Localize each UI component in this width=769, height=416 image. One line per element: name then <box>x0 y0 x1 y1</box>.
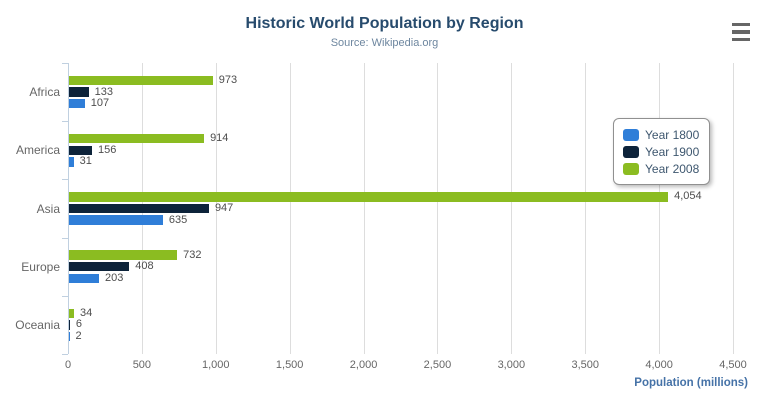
value-label: 133 <box>94 85 113 98</box>
bar-asia-year-1900[interactable] <box>69 203 209 214</box>
legend-item-year-2008[interactable]: Year 2008 <box>623 160 699 177</box>
gridline <box>289 63 291 354</box>
gridline <box>437 63 439 354</box>
bar-asia-year-2008[interactable] <box>69 192 669 202</box>
x-axis-tick-label: 0 <box>64 359 72 371</box>
gridline <box>215 63 217 354</box>
category-axis-tick <box>62 295 68 297</box>
value-label: 31 <box>79 155 92 168</box>
bar-europe-year-1800[interactable] <box>69 273 99 283</box>
x-axis-tick-label: 1,500 <box>275 359 304 371</box>
gridline <box>585 63 587 354</box>
x-axis-tick-label: 4,000 <box>645 359 673 371</box>
legend-swatch <box>623 162 639 175</box>
category-axis-tick <box>62 354 68 355</box>
legend-swatch <box>623 145 639 158</box>
legend-item-year-1800[interactable]: Year 1800 <box>623 126 699 143</box>
bar-oceania-year-1800[interactable] <box>69 331 70 342</box>
value-label: 2 <box>75 330 82 343</box>
gridline <box>659 63 661 354</box>
x-axis-tick-label: 2,000 <box>349 359 378 371</box>
bar-africa-year-1900[interactable] <box>69 87 89 97</box>
category-axis-line <box>68 63 69 354</box>
gridline <box>511 63 513 354</box>
hamburger-bar <box>732 23 750 27</box>
value-label: 6 <box>75 318 82 331</box>
value-label: 203 <box>104 271 124 284</box>
chart-subtitle: Source: Wikipedia.org <box>330 37 439 49</box>
bar-europe-year-2008[interactable] <box>69 250 178 260</box>
x-axis-tick-label: 3,500 <box>571 359 599 371</box>
bar-america-year-1900[interactable] <box>69 145 93 155</box>
bar-oceania-year-2008[interactable] <box>69 308 75 318</box>
bar-asia-year-1800[interactable] <box>69 215 163 225</box>
hamburger-bar <box>732 30 750 34</box>
category-label: Africa <box>29 85 60 100</box>
hamburger-bar <box>732 37 750 41</box>
bar-america-year-2008[interactable] <box>69 134 205 144</box>
value-label: 156 <box>98 143 117 156</box>
x-axis-tick-label: 3,000 <box>497 359 526 371</box>
bar-america-year-1800[interactable] <box>69 157 74 167</box>
legend-label: Year 2008 <box>645 161 700 176</box>
bar-oceania-year-1900[interactable] <box>69 320 70 330</box>
x-axis-title: Population (millions) <box>634 377 748 389</box>
bar-europe-year-1900[interactable] <box>69 262 130 272</box>
category-label: America <box>15 143 60 158</box>
value-label: 34 <box>80 306 93 319</box>
legend-label: Year 1800 <box>645 127 700 142</box>
gridline <box>363 63 365 354</box>
bar-africa-year-2008[interactable] <box>69 75 213 86</box>
x-axis-tick-label: 2,500 <box>423 359 452 371</box>
x-axis-tick-label: 4,500 <box>719 359 747 371</box>
category-axis-tick <box>62 237 68 239</box>
category-axis-tick <box>62 121 68 123</box>
value-label: 4,054 <box>674 190 702 203</box>
category-axis-tick <box>62 179 68 181</box>
value-label: 947 <box>214 202 234 214</box>
bar-africa-year-1800[interactable] <box>69 99 85 109</box>
legend-item-year-1900[interactable]: Year 1900 <box>623 143 699 160</box>
legend: Year 1800 Year 1900 Year 2008 <box>613 118 711 185</box>
x-axis-tick-label: 500 <box>132 359 152 371</box>
x-axis-tick-label: 1,000 <box>202 359 230 371</box>
value-label: 914 <box>210 132 229 145</box>
legend-label: Year 1900 <box>645 144 700 159</box>
category-label: Asia <box>36 201 60 216</box>
export-menu-icon[interactable] <box>732 22 752 42</box>
value-label: 732 <box>183 248 202 261</box>
value-label: 973 <box>218 73 238 86</box>
chart-title: Historic World Population by Region <box>245 15 524 32</box>
gridline <box>733 63 734 354</box>
category-axis-tick <box>62 63 68 64</box>
category-label: Oceania <box>15 317 60 332</box>
value-label: 107 <box>90 97 110 110</box>
legend-swatch <box>623 128 639 141</box>
value-label: 635 <box>168 213 188 226</box>
value-label: 408 <box>135 260 154 273</box>
category-label: Europe <box>21 259 60 274</box>
